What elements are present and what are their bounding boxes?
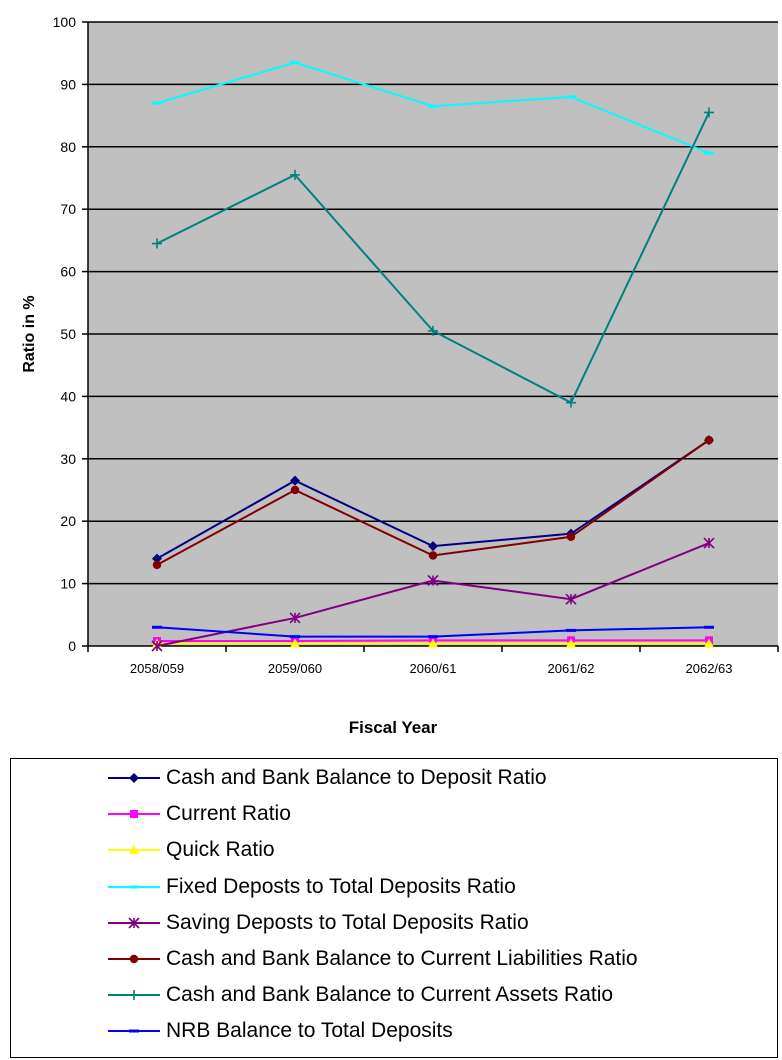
- y-tick-label: 20: [60, 513, 76, 529]
- legend-key: [108, 1029, 160, 1033]
- legend-key: [108, 810, 160, 819]
- series-6: [152, 107, 714, 408]
- series-group: [151, 61, 715, 652]
- legend-key: [108, 845, 160, 855]
- legend-key: [108, 773, 160, 783]
- data-point: [703, 537, 715, 549]
- data-point: [428, 551, 438, 560]
- y-tick-label: 60: [60, 264, 76, 280]
- y-tick-label: 80: [60, 139, 76, 155]
- x-tick-label: 2058/059: [130, 661, 184, 676]
- y-axis-ticks: 0 10 20 30 40 50 60 70 80 90 100: [53, 14, 88, 654]
- data-point: [152, 238, 162, 249]
- data-point: [128, 917, 140, 929]
- data-point: [289, 612, 301, 624]
- y-tick-label: 70: [60, 201, 76, 217]
- legend-item: Cash and Bank Balance to Current Liabili…: [106, 944, 638, 974]
- data-point: [129, 773, 139, 783]
- x-axis-ticks: 2058/059 2059/060 2060/61 2061/62 2062/63: [87, 646, 779, 676]
- legend-item: Cash and Bank Balance to Current Assets …: [106, 980, 613, 1010]
- x-tick-label: 2062/63: [686, 661, 733, 676]
- legend-label: Cash and Bank Balance to Current Liabili…: [166, 947, 638, 970]
- legend-item: Fixed Deposts to Total Deposits Ratio: [106, 872, 516, 902]
- legend-label: Cash and Bank Balance to Current Assets …: [166, 983, 614, 1007]
- data-point: [290, 638, 300, 648]
- data-point: [290, 475, 300, 486]
- data-point: [566, 638, 576, 648]
- x-tick-label: 2060/61: [410, 661, 457, 676]
- legend-label: NRB Balance to Total Deposits: [166, 1019, 453, 1043]
- legend-label: Quick Ratio: [166, 838, 275, 862]
- legend-key: [108, 990, 160, 1001]
- series-3: [152, 61, 714, 155]
- data-point: [428, 325, 438, 336]
- data-point: [428, 638, 438, 648]
- data-point: [130, 810, 138, 819]
- data-point: [565, 593, 577, 605]
- data-point: [566, 532, 576, 542]
- legend-item: NRB Balance to Total Deposits: [106, 1016, 453, 1046]
- y-tick-label: 10: [60, 576, 76, 592]
- data-point: [129, 954, 139, 964]
- series-5: [152, 435, 714, 570]
- legend: Cash and Bank Balance to Deposit Ratio Cu…: [10, 758, 778, 1058]
- legend-item: Cash and Bank Balance to Deposit Ratio: [106, 763, 547, 793]
- legend-key: [108, 954, 160, 964]
- x-tick-label: 2061/62: [548, 661, 595, 676]
- legend-item: Quick Ratio: [106, 835, 275, 865]
- legend-key: [108, 885, 160, 889]
- legend-item: Saving Deposts to Total Deposits Ratio: [106, 908, 529, 938]
- data-point: [290, 485, 300, 495]
- y-tick-label: 100: [53, 14, 77, 30]
- series-7: [152, 625, 714, 639]
- data-point: [704, 435, 714, 445]
- data-point: [151, 640, 163, 652]
- data-point: [428, 541, 438, 552]
- x-axis-label: Fiscal Year: [349, 718, 438, 737]
- legend-key: [108, 917, 160, 929]
- legend-item: Current Ratio: [106, 799, 291, 829]
- data-point: [704, 638, 714, 648]
- legend-label: Cash and Bank Balance to Deposit Ratio: [166, 766, 547, 789]
- data-point: [427, 574, 439, 587]
- data-point: [290, 169, 300, 180]
- y-tick-label: 50: [60, 326, 76, 342]
- data-point: [566, 397, 576, 408]
- y-tick-label: 90: [60, 76, 76, 92]
- data-point: [152, 553, 162, 564]
- y-tick-label: 0: [68, 638, 76, 654]
- legend-label: Fixed Deposts to Total Deposits Ratio: [166, 874, 516, 898]
- data-point: [129, 990, 139, 1001]
- data-point: [129, 845, 139, 855]
- legend-label: Current Ratio: [166, 802, 291, 826]
- legend-label: Saving Deposts to Total Deposits Ratio: [166, 910, 529, 934]
- data-point: [152, 560, 162, 570]
- data-point: [704, 107, 714, 118]
- y-tick-label: 40: [60, 388, 76, 404]
- y-axis-label: Ratio in %: [21, 295, 38, 372]
- x-tick-label: 2059/060: [268, 661, 322, 676]
- series-4: [151, 537, 715, 652]
- y-tick-label: 30: [60, 451, 76, 467]
